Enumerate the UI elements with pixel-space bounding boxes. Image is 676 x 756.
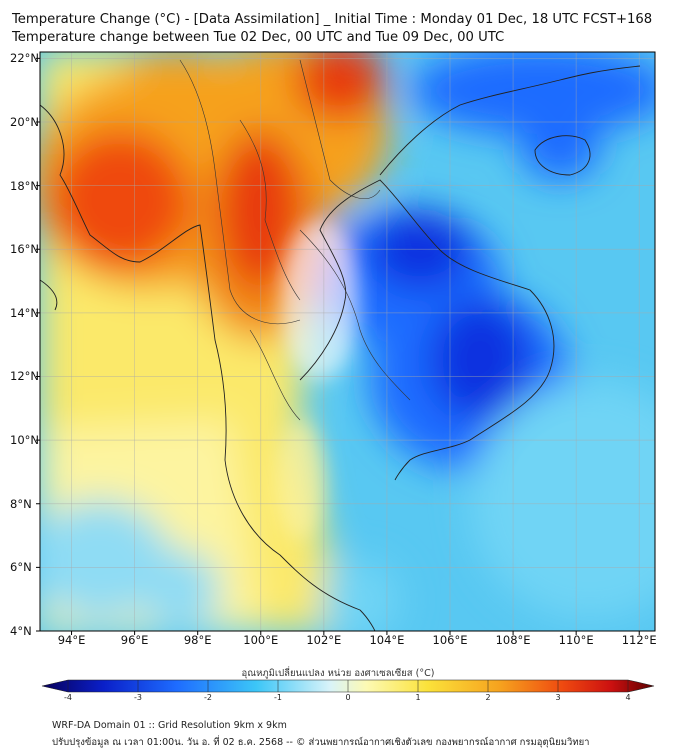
colorbar-tick-label: -2 [204,693,212,702]
longitude-label: 106°E [432,633,468,647]
colorbar-ticks [67,680,629,692]
longitude-label: 112°E [621,633,657,647]
country-borders [179,59,411,421]
colorbar-tick-label: 2 [485,693,491,702]
longitude-label: 102°E [306,633,342,647]
longitude-label: 108°E [495,633,531,647]
longitude-label: 100°E [243,633,279,647]
colorbar [41,679,655,693]
longitude-label: 94°E [57,633,86,647]
latitude-label: 10°N [10,433,39,448]
colorbar-tick-label: 4 [625,693,631,702]
latitude-label: 12°N [10,369,39,384]
colorbar-tick-label: 3 [555,693,561,702]
map-title: Temperature Change (°C) - [Data Assimila… [12,12,653,27]
latitude-label: 6°N [10,560,32,575]
coastline-outlines [40,65,641,631]
latitude-label: 14°N [10,305,39,320]
colorbar-tick-label: -3 [134,693,142,702]
footer-model-info: WRF-DA Domain 01 :: Grid Resolution 9km … [52,720,287,731]
colorbar-tick-label: 0 [345,693,351,702]
latitude-label: 18°N [10,178,39,193]
latitude-label: 22°N [10,51,39,66]
colorbar-tick-label: -1 [274,693,282,702]
footer-credit: ปรับปรุงข้อมูล ณ เวลา 01:00น. วัน อ. ที่… [52,737,590,748]
longitude-label: 98°E [183,633,212,647]
latitude-label: 8°N [10,496,32,511]
temperature-field [40,52,655,631]
plot-frame [39,51,656,632]
longitude-label: 96°E [120,633,149,647]
colorbar-tick-label: 1 [415,693,421,702]
graticule [40,52,655,631]
map-subtitle: Temperature change between Tue 02 Dec, 0… [12,30,505,45]
latitude-label: 16°N [10,242,39,257]
longitude-label: 104°E [369,633,405,647]
colorbar-tick-label: -4 [64,693,72,702]
axis-ticks [36,57,640,635]
colorbar-title: อุณหภูมิเปลี่ยนแปลง หน่วย องศาเซลเซียส (… [241,668,435,679]
temperature-change-map [36,51,656,693]
longitude-label: 110°E [558,633,594,647]
latitude-label: 4°N [10,624,32,638]
latitude-label: 20°N [10,114,39,129]
